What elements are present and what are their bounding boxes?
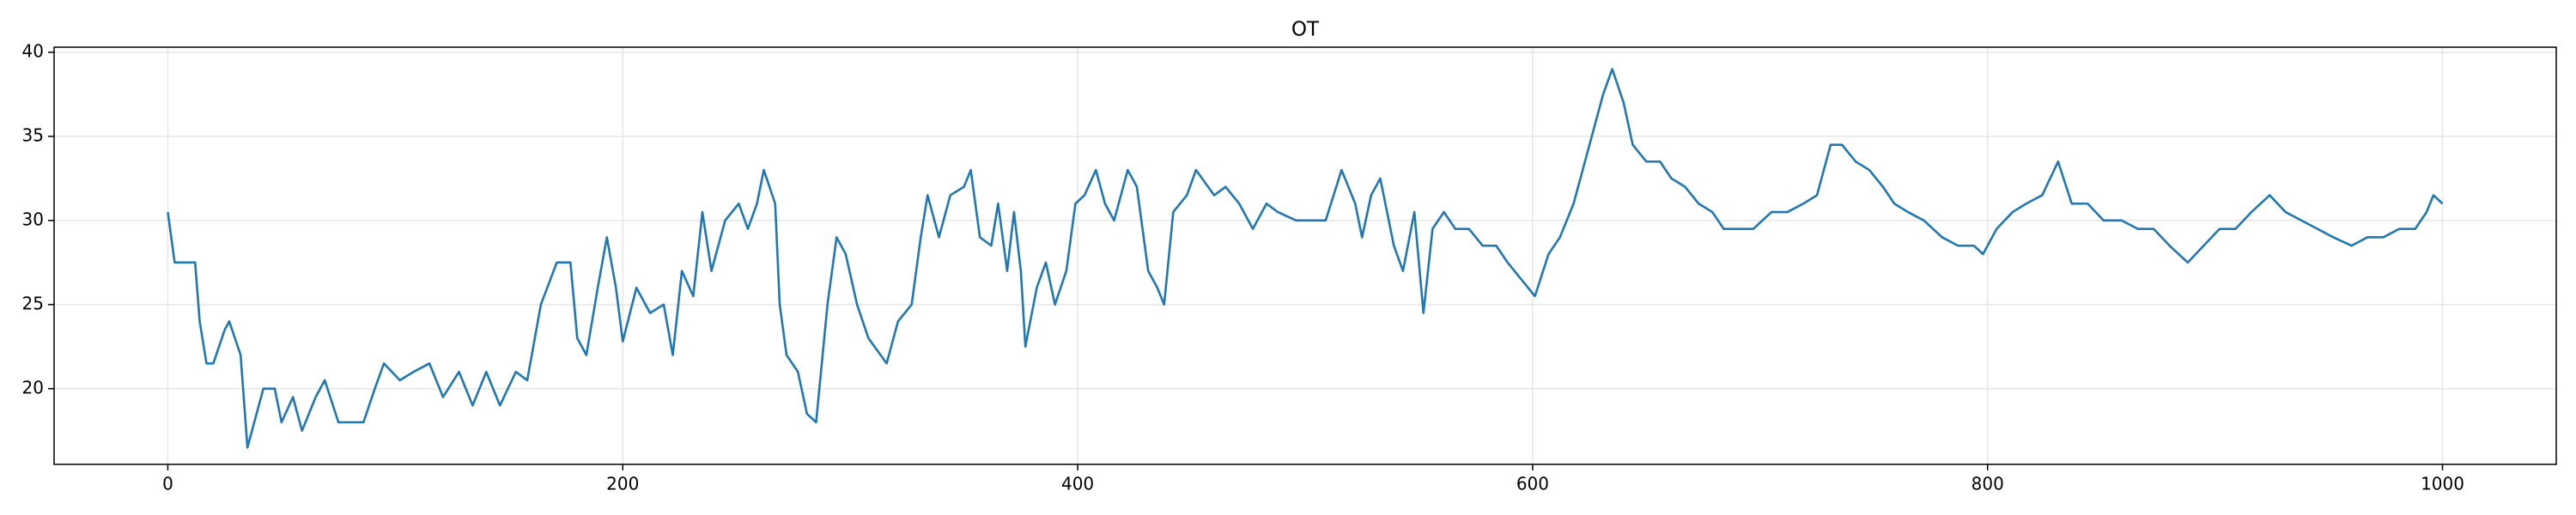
x-tick-label: 0 <box>162 474 173 494</box>
x-tick-label: 800 <box>1971 474 2004 494</box>
chart-title: OT <box>1291 19 1320 41</box>
y-tick-label: 40 <box>22 40 44 61</box>
plot-frame <box>53 46 2557 465</box>
data-line <box>167 68 2444 449</box>
x-tick-label: 400 <box>1061 474 1094 494</box>
x-tick-label: 600 <box>1516 474 1549 494</box>
x-tick-label: 1000 <box>2421 474 2464 494</box>
y-tick-label: 35 <box>22 124 44 145</box>
y-tick-label: 30 <box>22 209 44 229</box>
x-tick-label: 200 <box>606 474 639 494</box>
y-tick-label: 20 <box>22 377 44 397</box>
y-tick-label: 25 <box>22 293 44 313</box>
